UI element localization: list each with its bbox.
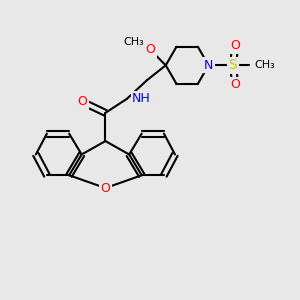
Text: O: O	[230, 40, 240, 52]
Text: NH: NH	[132, 92, 151, 105]
Text: O: O	[146, 43, 155, 56]
Text: O: O	[100, 182, 110, 194]
Text: CH₃: CH₃	[124, 37, 144, 46]
Text: O: O	[77, 95, 87, 108]
Text: O: O	[230, 78, 240, 91]
Text: N: N	[204, 59, 213, 72]
Text: S: S	[229, 58, 237, 72]
Text: CH₃: CH₃	[254, 60, 275, 70]
